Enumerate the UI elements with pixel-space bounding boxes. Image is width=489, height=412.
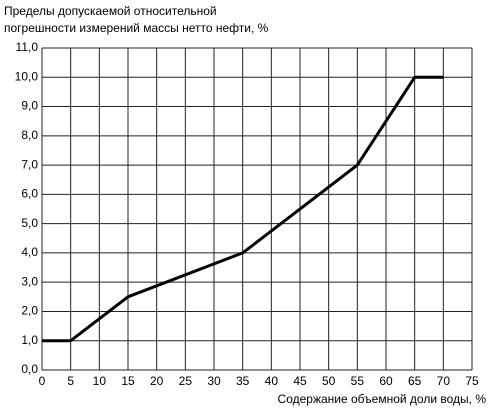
y-tick-label: 3,0 bbox=[21, 274, 38, 288]
y-tick-label: 7,0 bbox=[21, 157, 38, 171]
y-tick-label: 1,0 bbox=[21, 333, 38, 347]
x-tick-label: 20 bbox=[150, 374, 164, 388]
x-tick-label: 70 bbox=[437, 374, 451, 388]
y-axis-label: погрешности измерений массы нетто нефти,… bbox=[4, 21, 269, 35]
x-axis-label: Содержание объемной доли воды, % bbox=[278, 392, 487, 406]
y-tick-label: 11,0 bbox=[16, 40, 39, 54]
x-tick-label: 45 bbox=[293, 374, 307, 388]
y-tick-label: 6,0 bbox=[21, 187, 38, 201]
y-tick-label: 0,0 bbox=[21, 362, 38, 376]
y-tick-label: 2,0 bbox=[21, 304, 38, 318]
x-tick-label: 60 bbox=[379, 374, 393, 388]
x-tick-label: 25 bbox=[179, 374, 193, 388]
x-tick-label: 15 bbox=[121, 374, 135, 388]
y-tick-label: 9,0 bbox=[21, 99, 38, 113]
y-tick-label: 8,0 bbox=[21, 128, 38, 142]
x-tick-label: 40 bbox=[265, 374, 279, 388]
data-line bbox=[42, 75, 444, 343]
x-tick-label: 0 bbox=[39, 374, 46, 388]
y-tick-label: 5,0 bbox=[21, 216, 38, 230]
x-tick-label: 65 bbox=[408, 374, 422, 388]
y-tick-label: 4,0 bbox=[21, 245, 38, 259]
y-axis-label: Пределы допускаемой относительной bbox=[4, 4, 217, 18]
x-tick-label: 10 bbox=[93, 374, 107, 388]
y-tick-label: 10,0 bbox=[15, 69, 39, 83]
x-tick-label: 50 bbox=[322, 374, 336, 388]
x-tick-label: 35 bbox=[236, 374, 250, 388]
x-tick-label: 5 bbox=[67, 374, 74, 388]
x-tick-label: 55 bbox=[351, 374, 365, 388]
x-tick-label: 30 bbox=[207, 374, 221, 388]
x-tick-label: 75 bbox=[465, 374, 479, 388]
